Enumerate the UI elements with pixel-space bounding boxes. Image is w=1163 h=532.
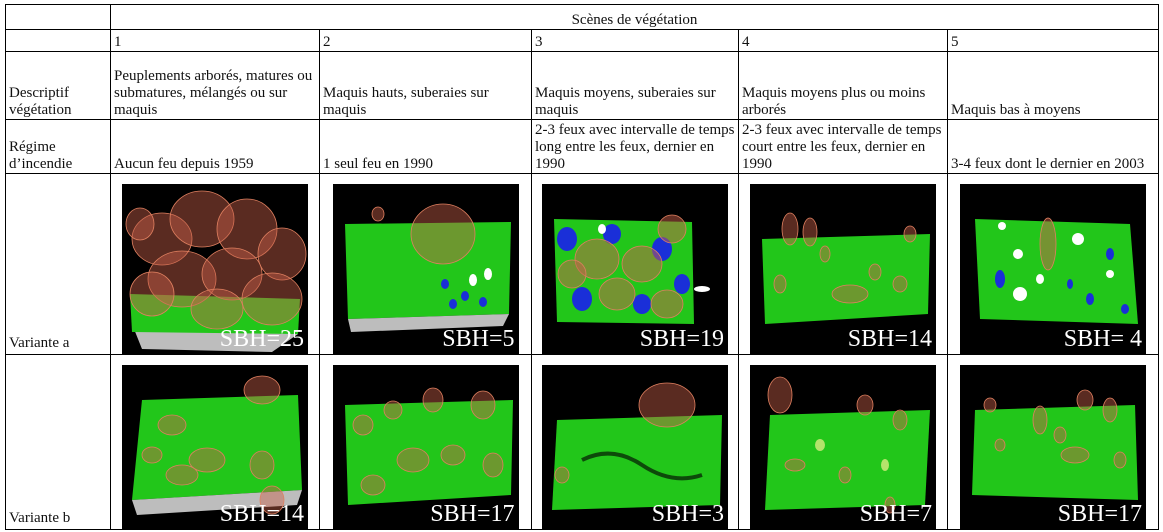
regime-cell-1: Aucun feu depuis 1959 — [110, 119, 320, 174]
variante-a-label: Variante a — [5, 173, 111, 355]
scene-3b-image: SBH=3 — [542, 365, 728, 529]
descriptif-row: Descriptif végétation Peuplements arboré… — [5, 51, 1159, 120]
variante-a-cell-3: SBH=19 — [531, 173, 739, 355]
sbh-label: SBH=17 — [1057, 501, 1142, 527]
descriptif-cell-2: Maquis hauts, suberaies sur maquis — [319, 51, 532, 120]
corner-cell — [5, 4, 111, 30]
sbh-label: SBH=14 — [847, 326, 932, 352]
regime-cell-5: 3-4 feux dont le dernier en 2003 — [947, 119, 1159, 174]
descriptif-cell-3: Maquis moyens, suberaies sur maquis — [531, 51, 739, 120]
variante-a-row: Variante a SBH=25 — [5, 173, 1159, 355]
scene-number-3: 3 — [531, 29, 739, 52]
sbh-label: SBH=7 — [859, 501, 932, 527]
variante-a-cell-5: SBH= 4 — [947, 173, 1159, 355]
scene-2b-image: SBH=17 — [332, 365, 519, 529]
vegetation-scenes-table: Scènes de végétation 1 2 3 4 5 Descripti… — [5, 4, 1159, 530]
variante-b-cell-3: SBH=3 — [531, 354, 739, 530]
regime-cell-4: 2-3 feux avec intervalle de temps court … — [738, 119, 948, 174]
sbh-label: SBH= 4 — [1063, 326, 1142, 352]
scene-5b-image: SBH=17 — [960, 365, 1146, 529]
variante-a-cell-4: SBH=14 — [738, 173, 948, 355]
variante-a-cell-1: SBH=25 — [110, 173, 320, 355]
regime-cell-3: 2-3 feux avec intervalle de temps long e… — [531, 119, 739, 174]
variante-a-cell-2: SBH=5 — [319, 173, 532, 355]
scene-2a-image: SBH=5 — [332, 184, 519, 354]
scene-number-1: 1 — [110, 29, 320, 52]
scene-1b-image: SBH=14 — [122, 365, 308, 529]
variante-b-cell-4: SBH=7 — [738, 354, 948, 530]
scene-1a-image: SBH=25 — [122, 184, 308, 354]
descriptif-cell-4: Maquis moyens plus ou moins arborés — [738, 51, 948, 120]
scene-number-2: 2 — [319, 29, 532, 52]
sbh-label: SBH=25 — [219, 326, 304, 352]
table-title: Scènes de végétation — [110, 4, 1159, 30]
variante-b-cell-2: SBH=17 — [319, 354, 532, 530]
sbh-label: SBH=19 — [639, 326, 724, 352]
variante-b-row: Variante b SBH=14 — [5, 354, 1159, 530]
variante-b-label: Variante b — [5, 354, 111, 530]
descriptif-cell-1: Peuplements arborés, matures ou submatur… — [110, 51, 320, 120]
regime-label: Régime d’incendie — [5, 119, 111, 174]
regime-row: Régime d’incendie Aucun feu depuis 1959 … — [5, 119, 1159, 174]
sbh-label: SBH=3 — [651, 501, 724, 527]
variante-b-cell-1: SBH=14 — [110, 354, 320, 530]
scene-number-5: 5 — [947, 29, 1159, 52]
header-row: Scènes de végétation — [5, 4, 1159, 30]
scene-5a-image: SBH= 4 — [960, 184, 1146, 354]
scene-4a-image: SBH=14 — [750, 184, 936, 354]
scene-4b-image: SBH=7 — [750, 365, 936, 529]
sbh-label: SBH=17 — [430, 501, 515, 527]
descriptif-label: Descriptif végétation — [5, 51, 111, 120]
variante-b-cell-5: SBH=17 — [947, 354, 1159, 530]
sbh-label: SBH=5 — [442, 326, 515, 352]
regime-cell-2: 1 seul feu en 1990 — [319, 119, 532, 174]
sbh-label: SBH=14 — [219, 501, 304, 527]
scene-number-row: 1 2 3 4 5 — [5, 29, 1159, 52]
scene-3a-image: SBH=19 — [542, 184, 728, 354]
corner-cell-2 — [5, 29, 111, 52]
vegetation-table-wrapper: Scènes de végétation 1 2 3 4 5 Descripti… — [5, 4, 1159, 530]
descriptif-cell-5: Maquis bas à moyens — [947, 51, 1159, 120]
scene-number-4: 4 — [738, 29, 948, 52]
